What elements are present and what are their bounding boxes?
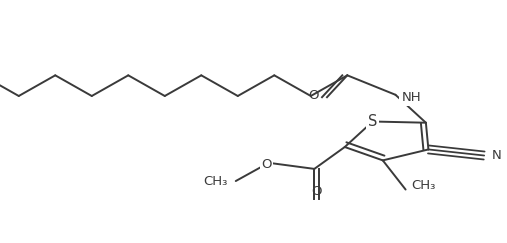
Text: NH: NH [402, 91, 421, 104]
Text: O: O [309, 89, 319, 102]
Text: N: N [492, 149, 502, 162]
Text: O: O [311, 185, 321, 198]
Text: O: O [262, 158, 272, 171]
Text: CH₃: CH₃ [203, 174, 228, 188]
Text: CH₃: CH₃ [412, 179, 436, 192]
Text: S: S [368, 114, 377, 129]
